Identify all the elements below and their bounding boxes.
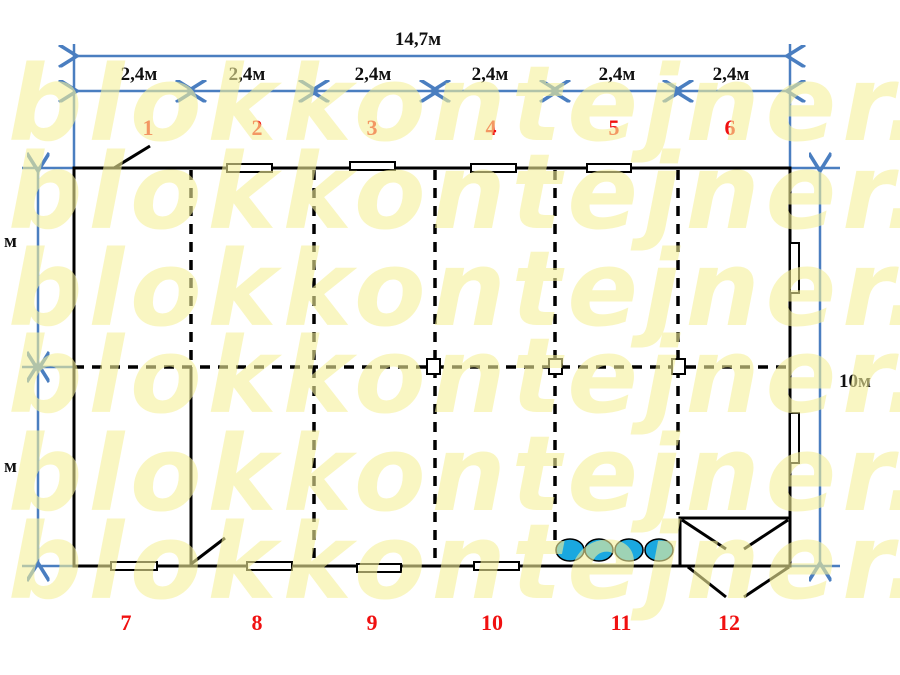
window — [246, 561, 293, 571]
room-number-10: 10 — [481, 610, 503, 635]
watermark-text: blokkontejner.ru — [8, 131, 900, 253]
watermark: blokkontejner.ru blokkontejner.ru blokko… — [8, 43, 900, 623]
watermark-text: blokkontejner.ru — [8, 413, 900, 535]
room-number-3: 3 — [367, 115, 378, 140]
radiator — [644, 538, 674, 562]
window — [586, 163, 632, 173]
door — [113, 144, 151, 170]
watermark-text: blokkontejner.ru — [8, 315, 900, 437]
radiator — [584, 538, 614, 562]
left-depth-label-bottom: м — [4, 456, 17, 477]
room-numbers: 1 2 3 4 5 6 7 8 9 10 11 12 — [121, 115, 741, 635]
window — [470, 163, 517, 173]
room-number-6: 6 — [725, 115, 736, 140]
section-width-label-4: 2,4м — [472, 64, 509, 85]
door — [190, 536, 226, 566]
room-number-4: 4 — [486, 115, 497, 140]
room-number-11: 11 — [611, 610, 632, 635]
room-number-12: 12 — [718, 610, 740, 635]
radiators — [555, 538, 674, 562]
watermark-text: blokkontejner.ru — [8, 228, 900, 350]
window — [789, 242, 800, 294]
post — [548, 358, 563, 375]
doors — [113, 144, 226, 566]
radiator — [614, 538, 644, 562]
section-width-label-6: 2,4м — [713, 64, 750, 85]
radiator — [555, 538, 585, 562]
room-number-2: 2 — [252, 115, 263, 140]
room-number-1: 1 — [143, 115, 154, 140]
post — [426, 358, 441, 375]
total-width-label: 14,7м — [395, 29, 441, 50]
outer-walls — [72, 166, 792, 568]
watermark-text: blokkontejner.ru — [8, 43, 900, 165]
entrance-vestibule — [678, 516, 792, 599]
room-number-9: 9 — [367, 610, 378, 635]
post — [671, 358, 686, 375]
room-number-7: 7 — [121, 610, 132, 635]
window — [226, 163, 273, 173]
window — [349, 161, 396, 171]
section-width-label-2: 2,4м — [229, 64, 266, 85]
window — [789, 412, 800, 464]
depth-label: 10м — [839, 371, 871, 392]
room-number-8: 8 — [252, 610, 263, 635]
dimension-lines — [22, 44, 840, 566]
section-width-label-5: 2,4м — [599, 64, 636, 85]
section-width-label-1: 2,4м — [121, 64, 158, 85]
watermark-text: blokkontejner.ru — [8, 501, 900, 623]
left-depth-label-top: м — [4, 231, 17, 252]
windows — [110, 161, 800, 573]
section-width-label-3: 2,4м — [355, 64, 392, 85]
window — [110, 561, 158, 571]
window — [356, 563, 402, 573]
posts — [426, 358, 686, 375]
room-number-5: 5 — [609, 115, 620, 140]
window — [473, 561, 520, 571]
